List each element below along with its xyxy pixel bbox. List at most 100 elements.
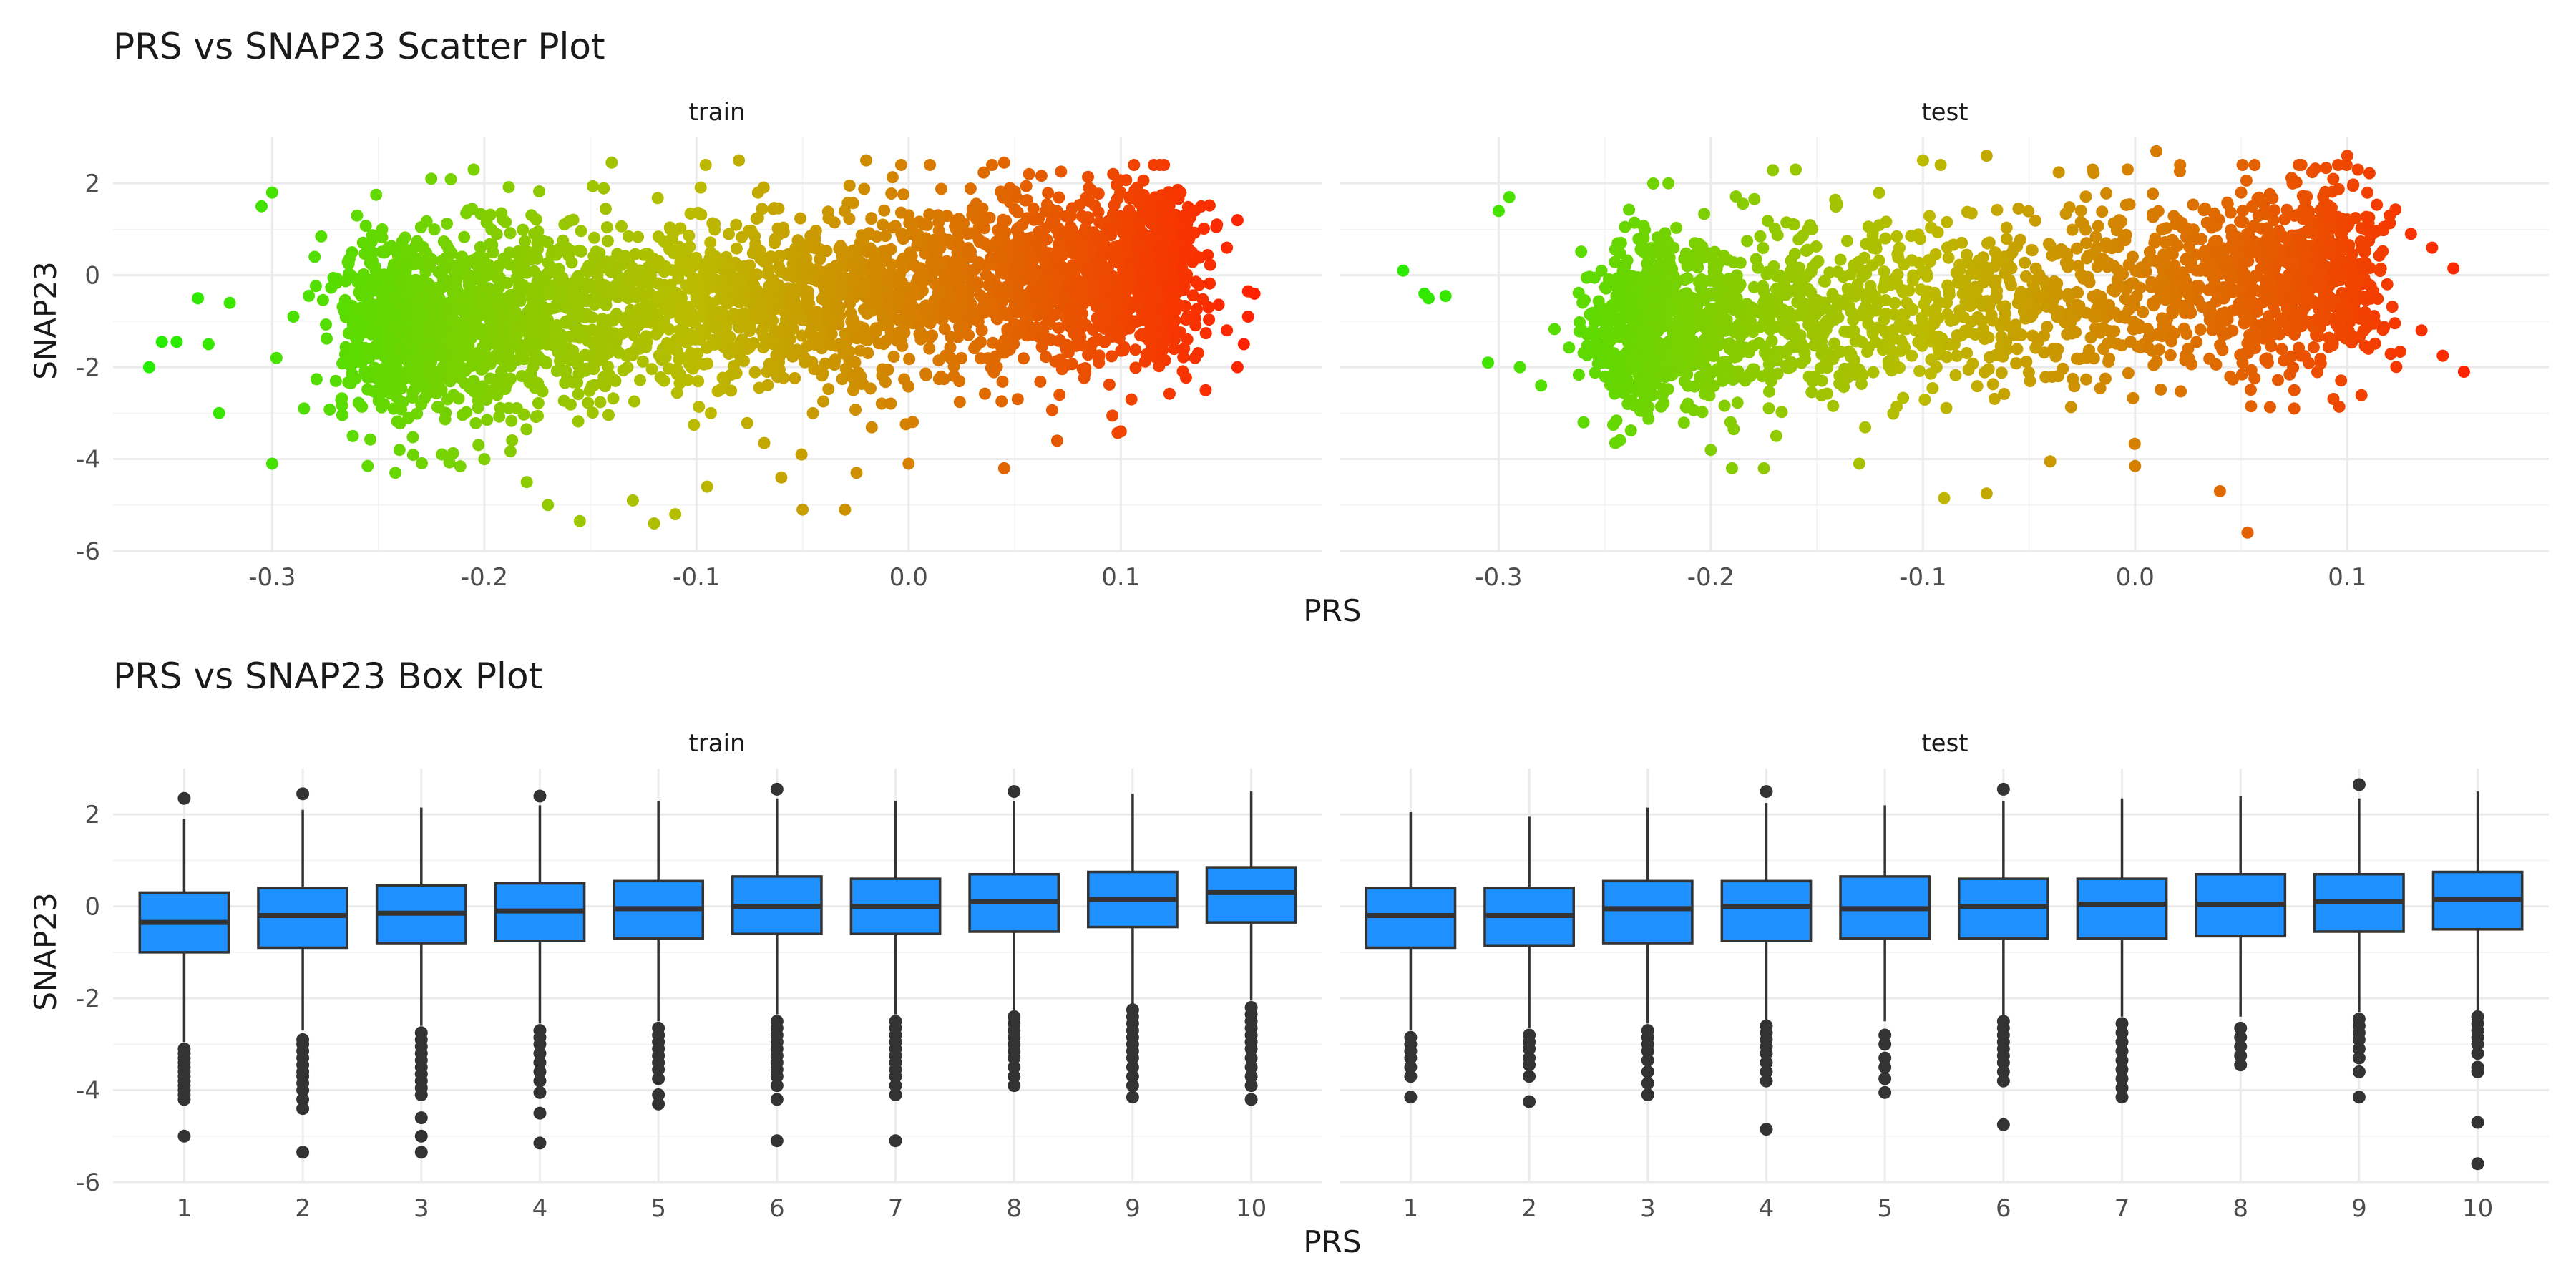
scatter-point — [997, 462, 1010, 474]
scatter-point — [1072, 284, 1085, 297]
scatter-point — [411, 331, 424, 344]
scatter-point — [824, 272, 837, 285]
scatter-point — [673, 323, 686, 336]
scatter-point — [947, 360, 960, 373]
scatter-point — [937, 373, 950, 386]
scatter-point — [537, 326, 550, 339]
scatter-point — [766, 333, 779, 346]
scatter-point — [619, 250, 632, 263]
scatter-point — [975, 324, 988, 337]
scatter-point — [379, 285, 391, 298]
scatter-point — [836, 373, 849, 386]
scatter-point — [1179, 313, 1192, 326]
scatter-point — [411, 235, 424, 248]
scatter-point — [1053, 191, 1065, 204]
scatter-point — [1086, 336, 1099, 349]
scatter-point — [531, 275, 544, 288]
scatter-point — [1642, 412, 1655, 425]
scatter-point — [1120, 238, 1133, 250]
scatter-point — [310, 373, 323, 386]
scatter-point — [1132, 292, 1145, 305]
scatter-point — [2031, 336, 2044, 348]
scatter-point — [514, 295, 527, 307]
scatter-point — [517, 353, 530, 366]
scatter-point — [2079, 223, 2092, 236]
scatter-point — [884, 295, 896, 308]
scatter-point — [1788, 248, 1801, 260]
scatter-point — [1075, 249, 1088, 262]
scatter-point — [1748, 192, 1761, 205]
scatter-point — [1107, 167, 1120, 180]
scatter-point — [1172, 239, 1185, 251]
scatter-point — [1801, 243, 1814, 256]
scatter-point — [1984, 351, 1996, 364]
scatter-point — [908, 217, 921, 230]
scatter-point — [542, 256, 555, 269]
scatter-point — [362, 343, 375, 356]
scatter-point — [1859, 421, 1872, 434]
scatter-point — [874, 265, 887, 278]
scatter-point — [2394, 346, 2406, 358]
scatter-point — [1020, 180, 1033, 192]
scatter-point — [170, 336, 183, 348]
scatter-panel-train: -0.3 -0.2 -0.1 0.0 0.1 — [113, 137, 1322, 592]
scatter-point — [1087, 277, 1100, 290]
scatter-point — [1165, 310, 1178, 323]
scatter-point — [1111, 192, 1123, 205]
scatter-point — [636, 355, 649, 368]
scatter-point — [1060, 263, 1073, 276]
scatter-point — [572, 388, 585, 401]
scatter-point — [736, 230, 748, 243]
scatter-point — [366, 246, 379, 259]
scatter-point — [2216, 343, 2229, 356]
scatter-point — [995, 395, 1008, 408]
scatter-point — [816, 367, 829, 380]
scatter-point — [1189, 351, 1201, 364]
scatter-point — [1150, 280, 1163, 293]
scatter-point — [579, 364, 592, 377]
scatter-point — [309, 280, 322, 293]
scatter-point — [1146, 268, 1158, 281]
scatter-point — [320, 318, 332, 331]
scatter-point — [2066, 223, 2079, 236]
scatter-point — [832, 318, 845, 331]
scatter-point — [953, 396, 966, 409]
scatter-point — [359, 317, 372, 330]
scatter-point — [845, 315, 858, 328]
scatter-point — [775, 471, 788, 484]
scatter-point — [506, 434, 519, 447]
scatter-point — [457, 409, 469, 421]
scatter-point — [1193, 278, 1205, 291]
scatter-point — [1032, 308, 1045, 321]
scatter-point — [1575, 245, 1588, 258]
scatter-point — [554, 287, 566, 300]
scatter-point — [957, 285, 970, 298]
scatter-point — [389, 318, 402, 331]
scatter-point — [2130, 290, 2143, 303]
scatter-point — [1628, 216, 1641, 229]
scatter-point — [607, 392, 620, 405]
scatter-point — [851, 286, 864, 299]
scatter-point — [265, 186, 278, 199]
scatter-point — [987, 303, 1000, 316]
scatter-point — [2080, 373, 2092, 386]
scatter-point — [1011, 393, 1024, 406]
scatter-point — [806, 406, 819, 419]
scatter-point — [674, 302, 687, 315]
scatter-point — [733, 260, 746, 273]
scatter-point — [379, 269, 392, 282]
scatter-point — [903, 353, 916, 366]
scatter-point — [2170, 282, 2182, 294]
scatter-point — [715, 382, 728, 395]
scatter-point — [885, 258, 898, 271]
scatter-point — [907, 416, 919, 429]
scatter-point — [1050, 223, 1063, 235]
scatter-point — [2119, 293, 2132, 306]
scatter-point — [924, 159, 936, 171]
scatter-point — [1174, 221, 1187, 234]
scatter-point — [1010, 191, 1023, 204]
scatter-point — [615, 220, 628, 233]
scatter-point — [463, 269, 476, 282]
scatter-point — [432, 349, 445, 361]
scatter-point — [652, 230, 665, 243]
